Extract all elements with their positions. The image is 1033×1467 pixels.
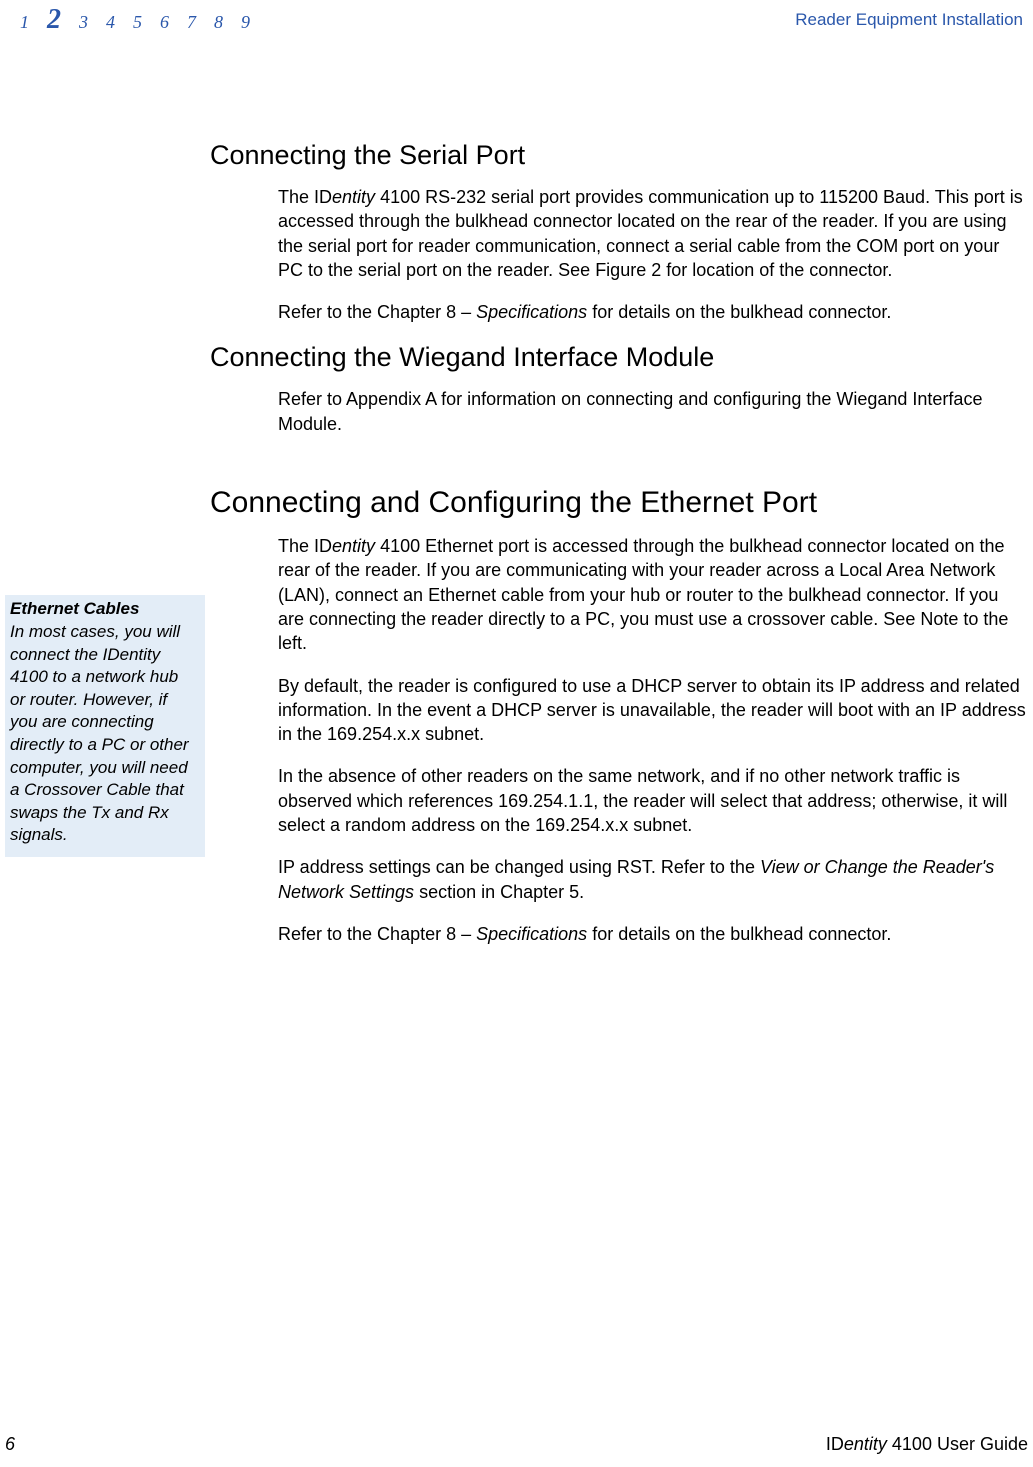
nav-num-4[interactable]: 4: [106, 12, 115, 33]
sidebar-note: Ethernet Cables In most cases, you will …: [5, 595, 205, 857]
nav-num-2[interactable]: 2: [47, 4, 61, 36]
page-header: 1 2 3 4 5 6 7 8 9 Reader Equipment Insta…: [0, 5, 1033, 35]
text: 4100 User Guide: [887, 1434, 1028, 1454]
heading-ethernet: Connecting and Configuring the Ethernet …: [210, 486, 1028, 520]
nav-num-8[interactable]: 8: [214, 12, 223, 33]
ethernet-p5: Refer to the Chapter 8 – Specifications …: [278, 922, 1028, 946]
heading-serial: Connecting the Serial Port: [210, 140, 1028, 171]
text: IP address settings can be changed using…: [278, 857, 760, 877]
text: The ID: [278, 187, 332, 207]
ethernet-p2: By default, the reader is configured to …: [278, 674, 1028, 747]
page-number: 6: [5, 1434, 15, 1455]
text: 4100 Ethernet port is accessed through t…: [278, 536, 1008, 653]
text-italic: Specifications: [476, 924, 587, 944]
text: section in Chapter 5.: [414, 882, 584, 902]
header-title: Reader Equipment Installation: [795, 10, 1023, 30]
text-italic: entity: [332, 187, 375, 207]
ethernet-p4: IP address settings can be changed using…: [278, 855, 1028, 904]
text: Refer to the Chapter 8 –: [278, 924, 476, 944]
footer-title: IDentity 4100 User Guide: [826, 1434, 1028, 1455]
text: The ID: [278, 536, 332, 556]
wiegand-p1: Refer to Appendix A for information on c…: [278, 387, 1028, 436]
text-italic: entity: [844, 1434, 887, 1454]
page-footer: 6 IDentity 4100 User Guide: [0, 1434, 1033, 1455]
nav-num-1[interactable]: 1: [20, 12, 29, 33]
nav-num-6[interactable]: 6: [160, 12, 169, 33]
serial-p2: Refer to the Chapter 8 – Specifications …: [278, 300, 1028, 324]
main-content: Connecting the Serial Port The IDentity …: [210, 140, 1028, 964]
text-italic: Specifications: [476, 302, 587, 322]
text: for details on the bulkhead connector.: [587, 924, 891, 944]
serial-p1: The IDentity 4100 RS-232 serial port pro…: [278, 185, 1028, 282]
ethernet-p1: The IDentity 4100 Ethernet port is acces…: [278, 534, 1028, 655]
text: for details on the bulkhead connector.: [587, 302, 891, 322]
heading-wiegand: Connecting the Wiegand Interface Module: [210, 342, 1028, 373]
text-italic: entity: [332, 536, 375, 556]
nav-num-9[interactable]: 9: [241, 12, 250, 33]
nav-num-3[interactable]: 3: [79, 12, 88, 33]
sidebar-text: In most cases, you will connect the IDen…: [10, 621, 197, 847]
text: Refer to the Chapter 8 –: [278, 302, 476, 322]
nav-num-5[interactable]: 5: [133, 12, 142, 33]
ethernet-p3: In the absence of other readers on the s…: [278, 764, 1028, 837]
sidebar-title: Ethernet Cables: [10, 599, 197, 619]
nav-num-7[interactable]: 7: [187, 12, 196, 33]
text: ID: [826, 1434, 844, 1454]
text: 4100 RS-232 serial port provides communi…: [278, 187, 1023, 280]
chapter-nav: 1 2 3 4 5 6 7 8 9: [20, 4, 250, 36]
